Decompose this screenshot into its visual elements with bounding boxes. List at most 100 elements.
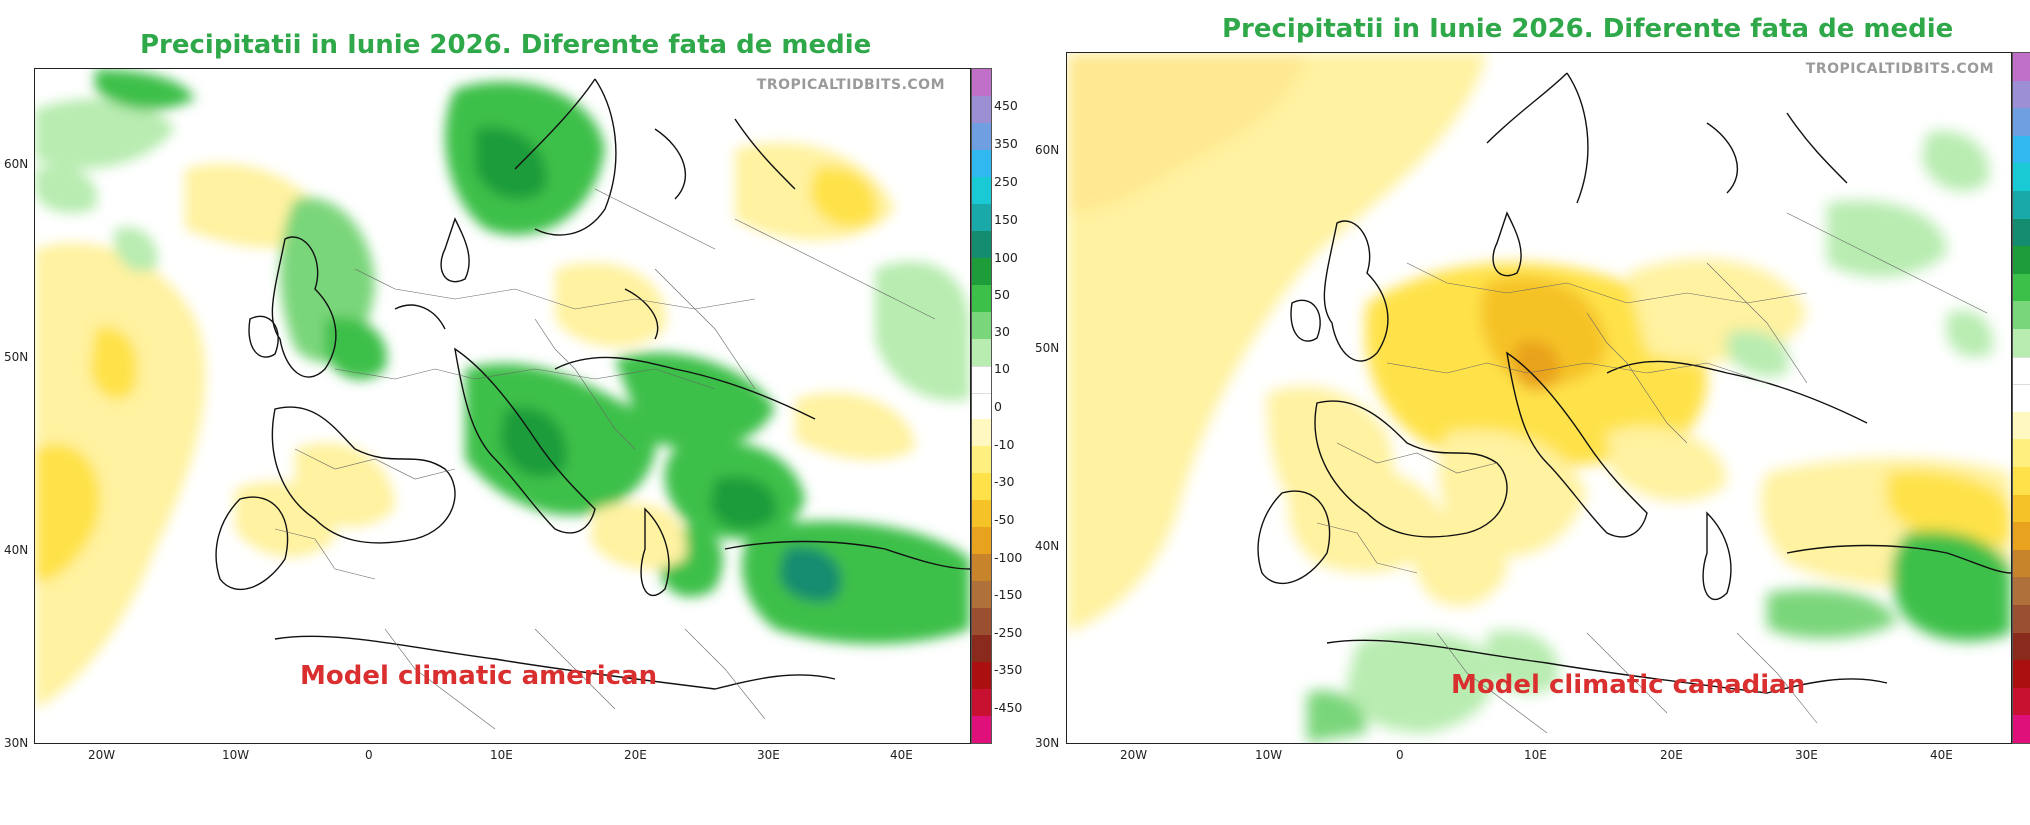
- colorbar-segment: [2013, 273, 2030, 303]
- colorbar-segment: [2013, 356, 2030, 387]
- colorbar-segment: [972, 716, 991, 743]
- panel-american: Precipitatii in Iunie 2026. Diferente fa…: [0, 0, 1022, 825]
- lon-tick-30e: 30E: [1795, 748, 1818, 762]
- colorbar-segment: [972, 662, 991, 691]
- colorbar-segment: [972, 689, 991, 718]
- colorbar-segment: [972, 554, 991, 583]
- precipitation-map: TROPICALTIDBITS.COM Model climatic canad…: [1066, 52, 2012, 744]
- colorbar-label: 350: [994, 136, 1018, 151]
- watermark: TROPICALTIDBITS.COM: [753, 77, 948, 93]
- colorbar-segment: [972, 257, 991, 287]
- colorbar-segment: [2013, 687, 2030, 717]
- lon-tick-10w: 10W: [1255, 748, 1283, 762]
- lat-tick-40n: 40N: [1035, 539, 1060, 553]
- model-label: Model climatic american: [300, 661, 658, 691]
- colorbar-segment: [972, 122, 991, 152]
- colorbar-label: 0: [994, 399, 1002, 414]
- colorbar-label: -50: [994, 512, 1015, 527]
- colorbar-segment: [2013, 549, 2030, 579]
- lat-tick-40n: 40N: [4, 543, 29, 557]
- lon-tick-30e: 30E: [757, 748, 780, 762]
- colorbar-segment: [2013, 108, 2030, 138]
- colorbar-segment: [2013, 301, 2030, 331]
- panel-title: Precipitatii in Iunie 2026. Diferente fa…: [1222, 14, 1954, 44]
- colorbar-labels: 450 350 250 150 100 50 30 10 0 -10 -30 -…: [994, 68, 1022, 742]
- colorbar-segment: [972, 527, 991, 556]
- colorbar-segment: [972, 608, 991, 637]
- colorbar-segment: [972, 338, 991, 367]
- colorbar-segment: [972, 203, 991, 233]
- lon-tick-0: 0: [1396, 748, 1404, 762]
- colorbar-segment: [972, 500, 991, 529]
- colorbar-label: 450: [994, 98, 1018, 113]
- colorbar-label: 100: [994, 250, 1018, 265]
- lat-tick-50n: 50N: [4, 350, 29, 364]
- colorbar-segment: [2013, 577, 2030, 607]
- colorbar-segment: [2013, 218, 2030, 248]
- lon-tick-20w: 20W: [1120, 748, 1148, 762]
- colorbar-segment: [972, 473, 991, 502]
- lon-tick-0: 0: [365, 748, 373, 762]
- colorbar-label: -30: [994, 474, 1015, 489]
- colorbar-label: -150: [994, 587, 1023, 602]
- colorbar-segment: [2013, 715, 2030, 743]
- lon-tick-10e: 10E: [1524, 748, 1547, 762]
- colorbar: [2012, 52, 2030, 744]
- panel-canadian: Precipitatii in Iunie 2026. Diferente fa…: [1010, 0, 2030, 825]
- lon-tick-10w: 10W: [222, 748, 250, 762]
- lat-tick-60n: 60N: [4, 157, 29, 171]
- colorbar-segment: [2013, 246, 2030, 276]
- colorbar-segment: [972, 69, 991, 98]
- colorbar-segment: [2013, 80, 2030, 110]
- colorbar-segment: [2013, 191, 2030, 220]
- lon-tick-20e: 20E: [624, 748, 647, 762]
- model-label: Model climatic canadian: [1451, 670, 1806, 700]
- colorbar-label: 30: [994, 324, 1010, 339]
- colorbar-label: -250: [994, 625, 1023, 640]
- lat-tick-30n: 30N: [1035, 736, 1060, 750]
- panel-title: Precipitatii in Iunie 2026. Diferente fa…: [140, 30, 872, 60]
- colorbar-segment: [2013, 384, 2030, 415]
- lon-tick-10e: 10E: [490, 748, 513, 762]
- colorbar-label: 150: [994, 212, 1018, 227]
- colorbar-segment: [972, 446, 991, 475]
- colorbar-segment: [2013, 494, 2030, 524]
- colorbar-label: 50: [994, 287, 1010, 302]
- colorbar-segment: [2013, 660, 2030, 690]
- colorbar-segment: [2013, 522, 2030, 552]
- colorbar-segment: [972, 365, 991, 395]
- lon-tick-20e: 20E: [1660, 748, 1683, 762]
- colorbar-label: 10: [994, 361, 1010, 376]
- colorbar-label: -450: [994, 700, 1023, 715]
- colorbar-segment: [972, 635, 991, 664]
- colorbar-segment: [2013, 163, 2030, 193]
- colorbar: [971, 68, 992, 744]
- colorbar-segment: [972, 149, 991, 179]
- colorbar-segment: [2013, 329, 2030, 358]
- colorbar-segment: [972, 230, 991, 260]
- lat-tick-50n: 50N: [1035, 341, 1060, 355]
- colorbar-segment: [972, 581, 991, 610]
- colorbar-segment: [2013, 632, 2030, 662]
- watermark: TROPICALTIDBITS.COM: [1802, 61, 1997, 77]
- lat-tick-30n: 30N: [4, 736, 29, 750]
- colorbar-segment: [972, 284, 991, 313]
- colorbar-segment: [972, 176, 991, 206]
- colorbar-segment: [972, 311, 991, 340]
- colorbar-label: 250: [994, 174, 1018, 189]
- precipitation-map: TROPICALTIDBITS.COM Model climatic ameri…: [34, 68, 971, 744]
- map-graphic: [1067, 53, 2011, 743]
- colorbar-segment: [2013, 439, 2030, 469]
- colorbar-segment: [972, 419, 991, 448]
- lat-tick-60n: 60N: [1035, 143, 1060, 157]
- colorbar-label: -350: [994, 662, 1023, 677]
- colorbar-segment: [2013, 411, 2030, 441]
- colorbar-segment: [2013, 53, 2030, 82]
- colorbar-label: -100: [994, 550, 1023, 565]
- colorbar-label: -10: [994, 437, 1015, 452]
- colorbar-segment: [972, 392, 991, 422]
- lon-tick-40e: 40E: [1930, 748, 1953, 762]
- map-graphic: [35, 69, 970, 730]
- colorbar-segment: [972, 95, 991, 125]
- colorbar-segment: [2013, 135, 2030, 165]
